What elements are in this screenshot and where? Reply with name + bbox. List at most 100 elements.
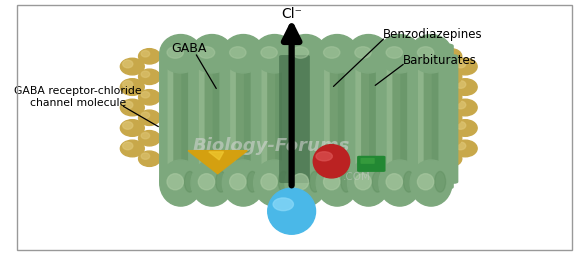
Ellipse shape [442, 71, 450, 77]
Ellipse shape [440, 49, 462, 64]
Ellipse shape [184, 172, 195, 192]
Ellipse shape [453, 120, 477, 136]
Ellipse shape [456, 122, 466, 129]
FancyBboxPatch shape [393, 60, 407, 178]
Ellipse shape [261, 47, 277, 58]
Ellipse shape [267, 188, 316, 234]
Ellipse shape [386, 47, 402, 58]
Ellipse shape [123, 122, 133, 129]
Ellipse shape [316, 152, 332, 161]
Ellipse shape [386, 174, 402, 190]
Ellipse shape [440, 110, 462, 125]
FancyBboxPatch shape [267, 60, 282, 178]
Ellipse shape [355, 47, 371, 58]
Ellipse shape [167, 47, 184, 58]
Ellipse shape [199, 174, 215, 190]
Text: Benzodiazepines: Benzodiazepines [383, 28, 482, 41]
Ellipse shape [285, 35, 327, 73]
Ellipse shape [120, 120, 144, 136]
Ellipse shape [141, 153, 149, 159]
Ellipse shape [138, 69, 160, 84]
Ellipse shape [456, 101, 466, 109]
Text: .COM: .COM [343, 172, 371, 182]
Text: GABA: GABA [171, 42, 207, 55]
Ellipse shape [379, 160, 421, 206]
Ellipse shape [440, 131, 462, 146]
FancyBboxPatch shape [356, 60, 369, 178]
Ellipse shape [347, 160, 390, 206]
FancyBboxPatch shape [164, 44, 454, 65]
FancyBboxPatch shape [330, 60, 345, 178]
Ellipse shape [120, 58, 144, 75]
Ellipse shape [442, 92, 450, 98]
Ellipse shape [285, 160, 327, 206]
Ellipse shape [138, 90, 160, 105]
FancyBboxPatch shape [361, 60, 376, 178]
Ellipse shape [222, 160, 264, 206]
FancyBboxPatch shape [357, 156, 386, 172]
Ellipse shape [440, 69, 462, 84]
FancyBboxPatch shape [230, 60, 244, 178]
Ellipse shape [138, 131, 160, 146]
Ellipse shape [442, 51, 450, 57]
Ellipse shape [410, 35, 452, 73]
Ellipse shape [215, 172, 226, 192]
Ellipse shape [372, 172, 383, 192]
FancyBboxPatch shape [204, 60, 219, 178]
Ellipse shape [273, 198, 294, 211]
Ellipse shape [442, 153, 450, 159]
Ellipse shape [417, 47, 434, 58]
Ellipse shape [141, 71, 149, 77]
Ellipse shape [123, 60, 133, 68]
Ellipse shape [442, 133, 450, 139]
Ellipse shape [138, 151, 160, 166]
Text: Cl⁻: Cl⁻ [281, 7, 302, 21]
Ellipse shape [254, 35, 295, 73]
Ellipse shape [167, 174, 184, 190]
FancyBboxPatch shape [361, 158, 375, 164]
Ellipse shape [123, 142, 133, 150]
Ellipse shape [440, 151, 462, 166]
Ellipse shape [141, 133, 149, 139]
Ellipse shape [410, 160, 452, 206]
Ellipse shape [453, 58, 477, 75]
FancyBboxPatch shape [236, 60, 251, 178]
Ellipse shape [404, 172, 415, 192]
Polygon shape [188, 151, 247, 174]
Ellipse shape [120, 140, 144, 157]
FancyBboxPatch shape [164, 169, 454, 189]
Ellipse shape [341, 172, 351, 192]
Ellipse shape [254, 160, 295, 206]
Ellipse shape [324, 47, 340, 58]
FancyBboxPatch shape [173, 60, 188, 178]
FancyBboxPatch shape [167, 60, 181, 178]
FancyBboxPatch shape [424, 60, 438, 178]
Text: Biology-Forums: Biology-Forums [193, 137, 350, 155]
Ellipse shape [138, 49, 160, 64]
Ellipse shape [120, 79, 144, 95]
Ellipse shape [278, 172, 289, 192]
Ellipse shape [120, 99, 144, 116]
Ellipse shape [456, 81, 466, 88]
Ellipse shape [222, 35, 264, 73]
Ellipse shape [453, 79, 477, 95]
Text: Barbiturates: Barbiturates [402, 54, 477, 67]
Ellipse shape [316, 160, 358, 206]
Ellipse shape [191, 35, 233, 73]
FancyBboxPatch shape [159, 54, 459, 184]
Ellipse shape [310, 172, 320, 192]
Ellipse shape [160, 160, 201, 206]
Ellipse shape [123, 81, 133, 88]
Ellipse shape [316, 35, 358, 73]
Ellipse shape [247, 172, 258, 192]
Ellipse shape [313, 145, 350, 178]
FancyBboxPatch shape [418, 60, 431, 178]
Ellipse shape [379, 35, 421, 73]
Ellipse shape [324, 174, 340, 190]
Ellipse shape [141, 92, 149, 98]
Ellipse shape [138, 110, 160, 125]
Ellipse shape [160, 35, 201, 73]
Ellipse shape [453, 140, 477, 157]
Polygon shape [209, 152, 223, 160]
Ellipse shape [123, 101, 133, 109]
